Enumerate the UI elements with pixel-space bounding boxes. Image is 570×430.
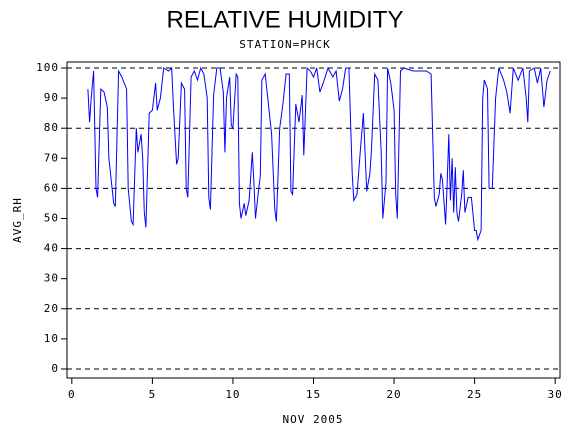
chart-subtitle: STATION=PHCK (239, 38, 330, 51)
x-tick-label: 10 (225, 388, 240, 401)
x-tick-label: 25 (467, 388, 482, 401)
x-tick-label: 0 (68, 388, 76, 401)
x-tick-label: 5 (149, 388, 157, 401)
y-axis-label: AVG_RH (11, 197, 24, 243)
y-tick-label: 40 (44, 242, 59, 255)
x-tick-label: 20 (386, 388, 401, 401)
y-tick-label: 50 (44, 211, 59, 224)
y-tick-label: 30 (44, 272, 59, 285)
x-axis-label: NOV 2005 (283, 413, 344, 426)
chart-title: RELATIVE HUMIDITY (167, 6, 404, 33)
y-tick-label: 0 (51, 362, 59, 375)
y-tick-label: 70 (44, 151, 59, 164)
y-tick-label: 80 (44, 121, 59, 134)
y-tick-label: 100 (36, 61, 59, 74)
x-tick-label: 30 (548, 388, 563, 401)
data-line (87, 66, 551, 242)
y-tick-label: 60 (44, 181, 59, 194)
y-tick-label: 10 (44, 332, 59, 345)
x-tick-label: 15 (306, 388, 321, 401)
plot-frame (66, 61, 561, 379)
y-tick-label: 20 (44, 302, 59, 315)
y-tick-label: 90 (44, 91, 59, 104)
